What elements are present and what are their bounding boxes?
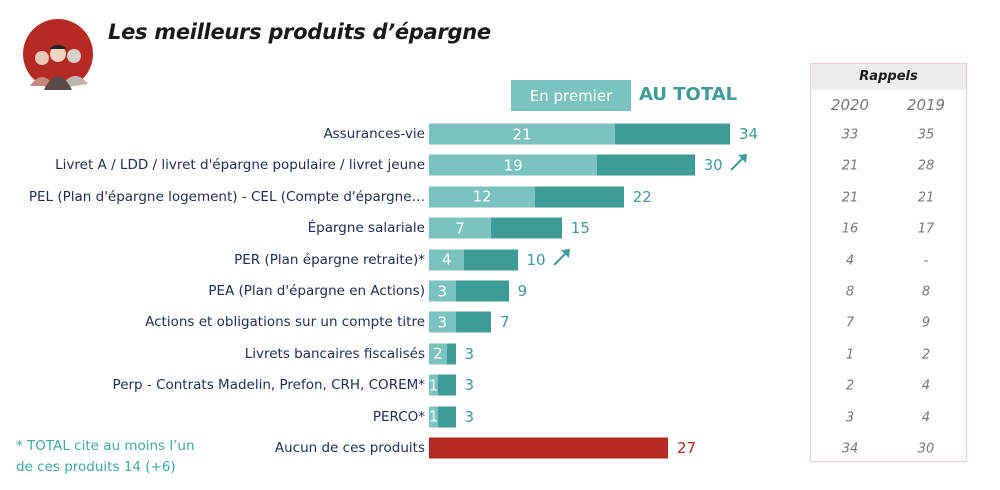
rappels-value: 28 bbox=[917, 158, 935, 174]
category-label: Livrets bancaires fiscalisés bbox=[244, 345, 425, 362]
footnote-line: * TOTAL cite au moins l’un bbox=[16, 438, 195, 454]
total-value-label: 3 bbox=[464, 407, 475, 426]
rappels-value: 30 bbox=[917, 441, 935, 457]
total-value-label: 10 bbox=[526, 250, 546, 269]
rappels-year: 2020 bbox=[830, 96, 870, 114]
rappels-value: 3 bbox=[845, 410, 855, 426]
bar-first: 7 bbox=[429, 217, 491, 239]
category-label: PERCO* bbox=[372, 408, 425, 425]
total-value-label: 34 bbox=[739, 125, 759, 143]
category-label: Perp - Contrats Madelin, Prefon, CRH, CO… bbox=[112, 377, 425, 394]
category-label: PER (Plan épargne retraite)* bbox=[234, 251, 425, 268]
bar-first: 3 bbox=[429, 311, 456, 333]
people-logo-icon bbox=[23, 19, 93, 90]
rappels-value: 17 bbox=[917, 221, 935, 237]
rappels-value: 2 bbox=[921, 347, 931, 363]
rappels-value: 21 bbox=[841, 190, 859, 206]
total-value-label: 30 bbox=[703, 156, 723, 175]
category-label: Épargne salariale bbox=[307, 220, 425, 237]
total-value-label: 3 bbox=[464, 344, 475, 363]
bar-none bbox=[429, 437, 669, 459]
bar-first: 1 bbox=[428, 406, 439, 428]
rappels-value: 4 bbox=[921, 410, 931, 426]
legend-first: En premier bbox=[511, 80, 631, 111]
rappels-value: 33 bbox=[841, 127, 859, 143]
rappels-year: 2019 bbox=[906, 96, 946, 114]
rappels-title: Rappels bbox=[811, 64, 966, 90]
total-value-label: 22 bbox=[632, 187, 652, 206]
rappels-value: 21 bbox=[917, 190, 935, 206]
bar-first: 2 bbox=[429, 343, 447, 365]
rappels-value: 16 bbox=[841, 221, 859, 237]
legend-total: AU TOTAL bbox=[639, 84, 738, 105]
rappels-value: 8 bbox=[845, 284, 855, 300]
category-label: PEA (Plan d'épargne en Actions) bbox=[208, 283, 425, 299]
trend-up-arrow-icon bbox=[552, 248, 570, 266]
footnote-line: de ces produits 14 (+6) bbox=[16, 459, 176, 475]
category-label: PEL (Plan d'épargne logement) - CEL (Com… bbox=[28, 188, 425, 205]
category-label: Actions et obligations sur un compte tit… bbox=[145, 314, 425, 331]
bar-first: 19 bbox=[429, 154, 598, 176]
category-label: Assurances-vie bbox=[323, 126, 425, 142]
bar-first: 12 bbox=[429, 186, 536, 208]
bar-first: 21 bbox=[429, 123, 615, 145]
category-label: Aucun de ces produits bbox=[274, 440, 425, 456]
rappels-value: 21 bbox=[841, 158, 859, 174]
rappels-value: 1 bbox=[845, 347, 855, 363]
footnote: * TOTAL cite au moins l’un de ces produi… bbox=[16, 436, 195, 478]
rappels-value: 4 bbox=[845, 253, 855, 269]
rappels-value: 35 bbox=[917, 127, 935, 143]
rappels-value: - bbox=[923, 253, 929, 269]
rappels-table: Rappels 2020 2019 33 35 21 28 21 21 16 17 4-8 8 7 9… bbox=[810, 63, 967, 462]
total-value-label: 7 bbox=[499, 313, 510, 332]
rappels-value: 8 bbox=[921, 284, 931, 300]
page-title: Les meilleurs produits d’épargne bbox=[108, 20, 491, 44]
rappels-value: 34 bbox=[841, 441, 859, 457]
trend-up-arrow-icon bbox=[729, 154, 747, 172]
rappels-value: 2 bbox=[845, 378, 855, 394]
rappels-value: 7 bbox=[845, 315, 855, 331]
rappels-value: 9 bbox=[921, 315, 931, 331]
total-value-label: 9 bbox=[517, 282, 528, 300]
bar-first: 3 bbox=[429, 280, 456, 302]
bar-first: 1 bbox=[428, 374, 439, 396]
total-value-label: 3 bbox=[464, 376, 475, 395]
total-value-label: 27 bbox=[677, 439, 697, 457]
bar-first: 4 bbox=[429, 249, 465, 271]
total-value-label: 15 bbox=[570, 219, 590, 238]
category-label: Livret A / LDD / livret d'épargne popula… bbox=[55, 157, 425, 174]
rappels-value: 4 bbox=[921, 378, 931, 394]
